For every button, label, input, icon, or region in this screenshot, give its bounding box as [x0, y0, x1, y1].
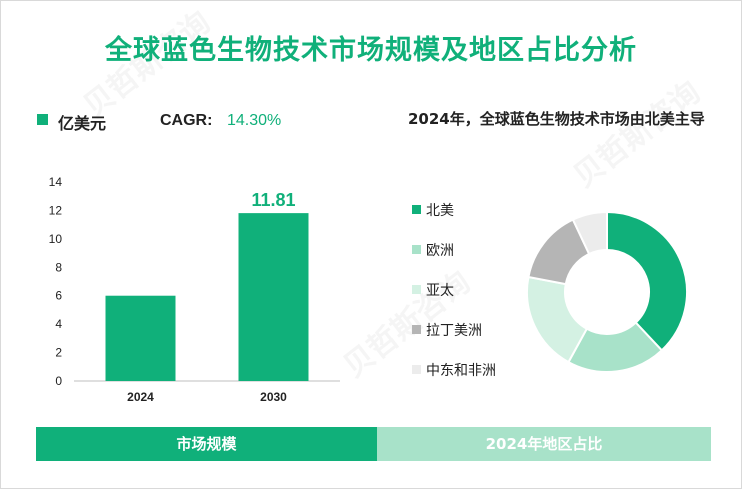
y-tick-label: 6	[55, 289, 62, 303]
y-tick-label: 10	[49, 232, 63, 246]
y-tick-label: 4	[55, 317, 62, 331]
cagr-label: CAGR:	[160, 112, 213, 129]
market-size-footer-label: 市场规模	[36, 427, 377, 461]
unit-legend-label: 亿美元	[58, 114, 107, 133]
legend-label: 中东和非洲	[426, 363, 496, 379]
region-legend-item: 拉丁美洲	[412, 320, 532, 340]
region-share-footer-label: 2024年地区占比	[377, 427, 711, 461]
region-share-donut-chart	[526, 210, 688, 373]
region-legend-item: 北美	[412, 200, 532, 220]
legend-label: 拉丁美洲	[426, 323, 482, 339]
legend-label: 北美	[426, 203, 454, 219]
cagr-value: 14.30%	[227, 112, 282, 129]
region-share-title: 2024年，全球蓝色生物技术市场由北美主导	[408, 110, 705, 128]
x-tick-label: 2030	[260, 390, 287, 404]
y-tick-label: 0	[55, 374, 62, 388]
bar-2024	[105, 295, 176, 381]
legend-swatch	[412, 245, 421, 254]
donut-slice-1	[606, 210, 688, 352]
legend-swatch	[412, 325, 421, 334]
market-size-bar-chart: 0 2 4 6 8 10 12 14 2024 2030 11.81	[49, 175, 340, 404]
bar-data-label: 11.81	[251, 190, 295, 210]
legend-label: 亚太	[426, 283, 454, 299]
y-tick-label: 12	[49, 203, 63, 217]
y-tick-label: 2	[55, 346, 62, 360]
region-legend-item: 欧洲	[412, 240, 532, 260]
x-tick-label: 2024	[127, 390, 154, 404]
bar-2030	[238, 213, 309, 381]
region-legend-item: 中东和非洲	[412, 360, 532, 380]
donut-slice-5	[571, 210, 608, 256]
legend-label: 欧洲	[426, 243, 454, 259]
unit-legend-swatch	[37, 114, 48, 125]
region-legend-item: 亚太	[412, 280, 532, 300]
y-tick-label: 14	[49, 175, 63, 189]
y-tick-label: 8	[55, 260, 62, 274]
chart-title: 全球蓝色生物技术市场规模及地区占比分析	[105, 35, 637, 66]
legend-swatch	[412, 285, 421, 294]
legend-swatch	[412, 205, 421, 214]
legend-swatch	[412, 365, 421, 374]
